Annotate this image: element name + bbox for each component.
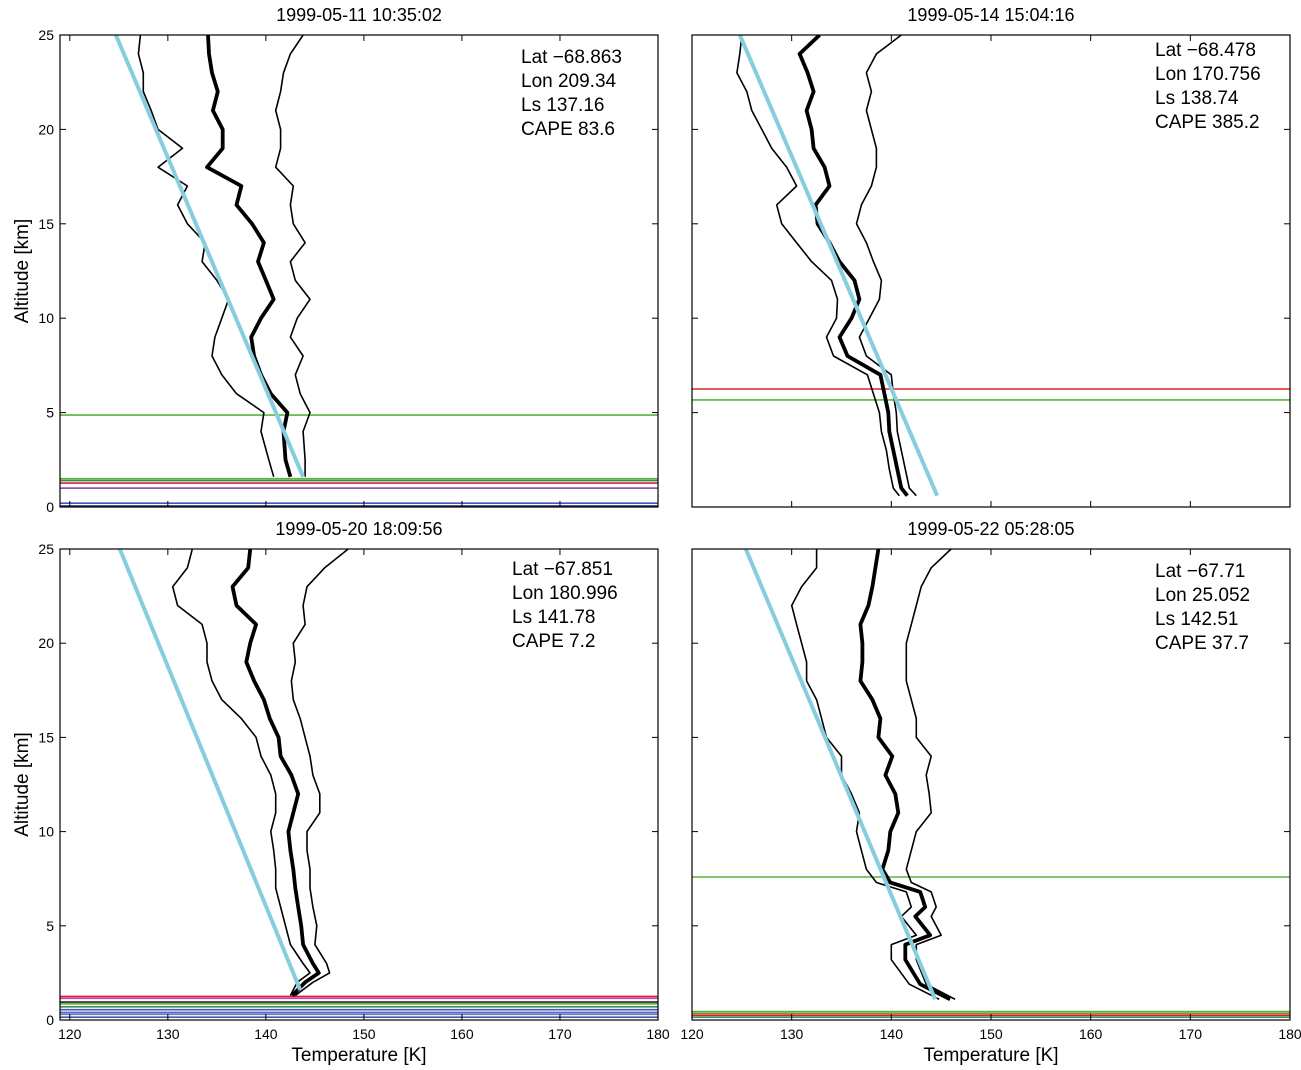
annotation: CAPE 83.6 (521, 119, 615, 140)
x-tick-label: 150 (352, 1026, 376, 1042)
x-tick-label: 120 (680, 1026, 704, 1042)
adiabat-line (738, 35, 940, 497)
temperature-profile (858, 549, 951, 1001)
temperature-profile (855, 35, 917, 497)
axes-frame (59, 34, 659, 508)
temperature-profile (790, 549, 940, 1001)
plot-area (60, 35, 658, 507)
panel-title: 1999-05-14 15:04:16 (907, 5, 1074, 25)
temperature-profile (797, 35, 909, 497)
annotation: Ls 137.16 (521, 95, 604, 116)
temperature-profile (171, 549, 311, 996)
panel-title: 1999-05-20 18:09:56 (275, 519, 442, 539)
annotation: Lon 25.052 (1155, 585, 1250, 606)
temperature-profile (137, 35, 275, 478)
adiabat-line (114, 35, 305, 478)
y-axis-label: Altitude [km] (12, 732, 33, 837)
panel-title: 1999-05-11 10:35:02 (276, 5, 442, 25)
temperature-profile (905, 549, 956, 1001)
temperature-profile (290, 549, 349, 997)
y-tick-label: 10 (38, 824, 54, 840)
x-axis-label: Temperature [K] (291, 1045, 426, 1066)
temperature-profile (205, 35, 293, 478)
x-tick-label: 170 (548, 1026, 572, 1042)
y-tick-label: 25 (38, 27, 54, 43)
y-axis-label: Altitude [km] (12, 219, 33, 324)
x-tick-label: 180 (1278, 1026, 1301, 1042)
axes-frame (59, 548, 659, 1021)
annotation: CAPE 385.2 (1155, 112, 1260, 133)
x-tick-label: 160 (1079, 1026, 1103, 1042)
y-tick-label: 10 (38, 310, 54, 326)
annotation: CAPE 7.2 (512, 631, 595, 652)
annotation: Ls 138.74 (1155, 88, 1239, 109)
x-tick-label: 130 (156, 1026, 180, 1042)
x-axis-label: Temperature [K] (923, 1045, 1058, 1066)
plot-area (692, 35, 1290, 497)
x-tick-label: 170 (1179, 1026, 1203, 1042)
annotation: CAPE 37.7 (1155, 633, 1249, 654)
annotation: Lon 180.996 (512, 583, 618, 604)
y-tick-label: 15 (38, 216, 54, 232)
y-tick-label: 0 (46, 499, 54, 515)
annotation: Lat −67.71 (1155, 561, 1245, 582)
annotation: Lon 170.756 (1155, 64, 1261, 85)
y-tick-label: 25 (38, 541, 54, 557)
plot-area (60, 549, 658, 1018)
plot-area (692, 549, 1290, 1018)
x-tick-label: 130 (780, 1026, 804, 1042)
temperature-profile (230, 549, 321, 997)
x-tick-label: 120 (58, 1026, 82, 1042)
x-tick-label: 140 (254, 1026, 278, 1042)
y-tick-label: 20 (38, 635, 54, 651)
annotation: Lat −68.863 (521, 47, 622, 68)
annotation: Lat −68.478 (1155, 40, 1256, 61)
y-tick-label: 20 (38, 121, 54, 137)
x-tick-label: 150 (979, 1026, 1003, 1042)
annotation: Lon 209.34 (521, 71, 617, 92)
annotation: Lat −67.851 (512, 559, 613, 580)
x-tick-label: 140 (880, 1026, 904, 1042)
temperature-profile (736, 35, 900, 497)
annotation: Ls 141.78 (512, 607, 595, 628)
y-tick-label: 5 (46, 405, 54, 421)
temperature-profile (274, 35, 311, 477)
y-tick-label: 15 (38, 729, 54, 745)
x-tick-label: 180 (646, 1026, 670, 1042)
y-tick-label: 5 (46, 918, 54, 934)
adiabat-line (117, 549, 303, 991)
x-tick-label: 160 (450, 1026, 474, 1042)
y-tick-label: 0 (46, 1012, 54, 1028)
adiabat-line (743, 549, 938, 1001)
annotation: Ls 142.51 (1155, 609, 1238, 630)
panel-title: 1999-05-22 05:28:05 (907, 519, 1074, 539)
